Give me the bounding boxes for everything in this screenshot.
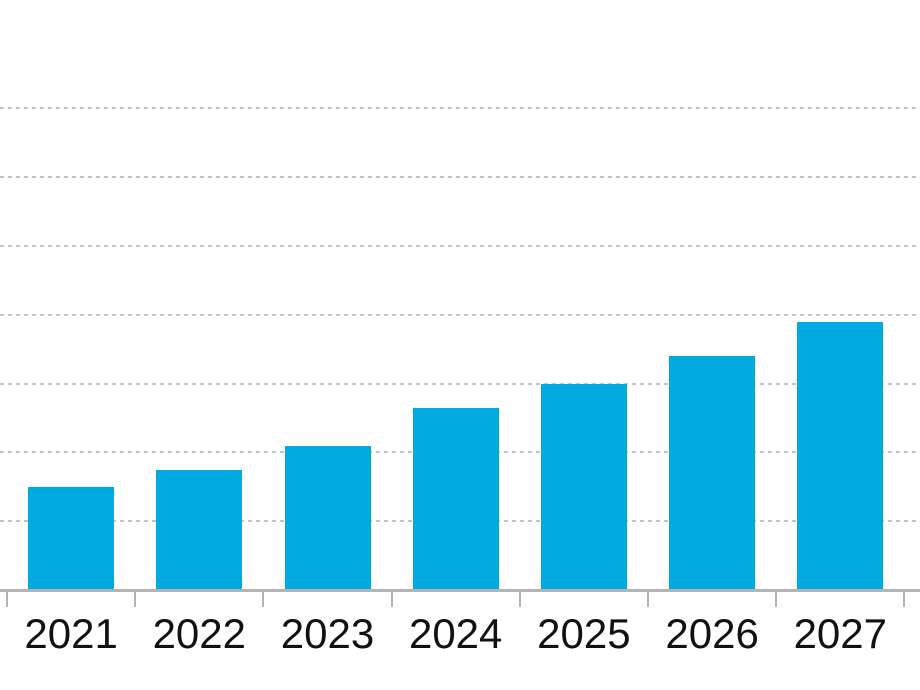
x-axis-tick: [518, 590, 521, 607]
gridline: [0, 107, 920, 110]
x-axis-tick: [647, 590, 649, 607]
bar-2021: [28, 486, 115, 590]
x-axis-label: 2022: [152, 610, 247, 657]
bar-2026: [669, 356, 756, 590]
x-axis-line: [0, 589, 920, 592]
bar-2024: [412, 407, 499, 590]
bar-2022: [156, 469, 243, 590]
x-axis-tick: [134, 590, 137, 607]
x-axis-tick: [6, 590, 8, 607]
x-axis-label: 2023: [280, 610, 375, 657]
bar-2025: [540, 383, 627, 590]
x-axis-tick: [390, 590, 393, 607]
x-axis-label: 2025: [537, 610, 631, 657]
x-axis-tick: [262, 590, 265, 607]
x-axis-label: 2021: [24, 610, 118, 657]
x-axis-label: 2024: [408, 610, 503, 657]
gridline: [0, 313, 920, 316]
x-axis-label: 2027: [793, 610, 888, 657]
gridline: [0, 245, 920, 247]
gridline: [0, 176, 920, 179]
x-axis-tick: [903, 590, 906, 607]
x-axis-label: 2026: [665, 610, 759, 657]
x-axis-tick: [775, 590, 778, 607]
bar-2023: [284, 445, 371, 590]
bar-2027: [797, 321, 884, 590]
gridline: [0, 382, 920, 385]
